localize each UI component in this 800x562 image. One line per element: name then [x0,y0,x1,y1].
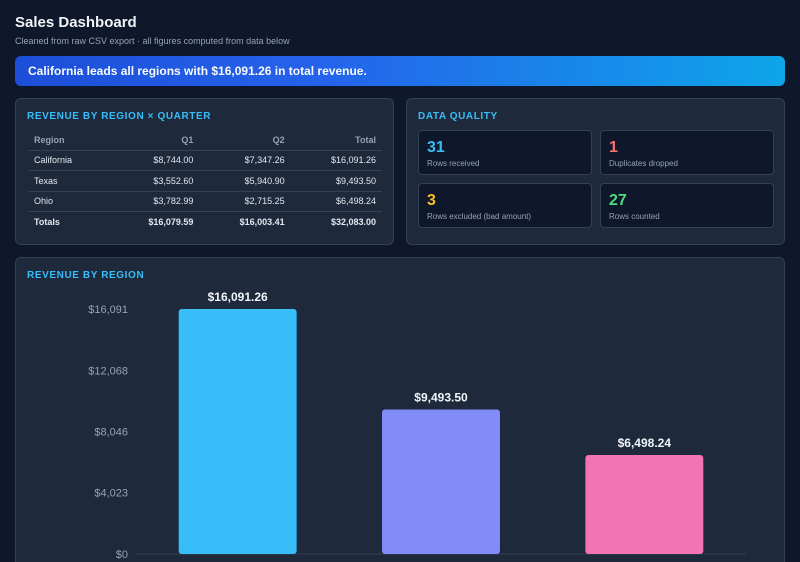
table-cell: $8,744.00 [108,150,200,171]
revenue-table: Region Q1 Q2 Total California $8,744.00 … [28,130,382,233]
table-cell: $3,782.99 [108,191,200,212]
revenue-bar-chart: $0 $4,023 $8,046 $12,068 $16,091 $16,091.26 $9… [88,290,746,561]
dq-label: Rows excluded (bad amount) [427,212,532,221]
dq-label: Rows received [427,159,480,168]
page-title: Sales Dashboard [15,14,137,31]
data-quality-title: Data Quality [418,111,498,122]
summary-banner-text: California leads all regions with $16,09… [28,64,367,78]
table-cell: $2,715.25 [199,191,291,212]
y-tick-label: $12,068 [88,365,128,377]
column-header: Q1 [108,130,200,151]
table-cell: Ohio [28,191,109,212]
data-quality-card: Data Quality 31 Rows received 1 Duplicat… [406,98,785,245]
dq-tile-rows-received: 31 Rows received [418,130,592,175]
table-cell: $6,498.24 [290,191,382,212]
table-cell: $16,079.59 [108,211,200,233]
table-cell: $16,091.26 [290,150,382,171]
bar-value-label: $9,493.50 [414,390,468,404]
column-header: Region [28,130,109,151]
column-header: Total [290,130,382,151]
table-cell: California [28,150,109,171]
dq-value: 1 [609,139,618,156]
y-tick-label: $8,046 [94,426,128,438]
y-tick-label: $0 [116,549,128,561]
dq-value: 27 [609,192,627,209]
revenue-chart-card: Revenue by Region $0 $4,023 $8,046 $12,068 $… [15,257,785,562]
table-row: Ohio $3,782.99 $2,715.25 $6,498.24 [28,191,382,212]
revenue-table-card: Revenue by Region × Quarter Region Q1 Q2… [15,98,394,245]
table-cell: $7,347.26 [199,150,291,171]
dq-value: 3 [427,192,436,209]
dq-tile-rows-excluded: 3 Rows excluded (bad amount) [418,183,592,228]
table-cell: $9,493.50 [290,170,382,192]
table-header-row: Region Q1 Q2 Total [28,130,382,151]
table-cell: $3,552.60 [108,170,200,192]
bar-texas [382,409,500,554]
table-row: Texas $3,552.60 $5,940.90 $9,493.50 [28,170,382,192]
table-cell: Texas [28,170,109,192]
revenue-table-title: Revenue by Region × Quarter [27,111,212,122]
dq-label: Rows counted [609,212,660,221]
dq-label: Duplicates dropped [609,159,678,168]
table-cell: $16,003.41 [199,211,291,233]
y-tick-label: $16,091 [88,304,128,316]
dq-tile-duplicates-dropped: 1 Duplicates dropped [600,130,774,175]
bar-value-label: $6,498.24 [618,436,672,450]
column-header: Q2 [199,130,291,151]
table-cell: Totals [28,211,109,233]
dq-tile-rows-counted: 27 Rows counted [600,183,774,228]
table-cell: $5,940.90 [199,170,291,192]
page-header: Sales Dashboard Cleaned from raw CSV exp… [15,14,290,47]
bar-value-label: $16,091.26 [208,290,268,304]
page-subtitle: Cleaned from raw CSV export · all figure… [15,36,290,46]
summary-banner: California leads all regions with $16,09… [15,56,785,86]
table-row: California $8,744.00 $7,347.26 $16,091.2… [28,150,382,171]
y-tick-label: $4,023 [94,488,128,500]
table-cell: $32,083.00 [290,211,382,233]
revenue-chart-title: Revenue by Region [27,270,145,281]
dq-value: 31 [427,139,445,156]
bar-ohio [585,455,704,554]
bar-california [178,309,297,554]
totals-row: Totals $16,079.59 $16,003.41 $32,083.00 [28,211,382,233]
